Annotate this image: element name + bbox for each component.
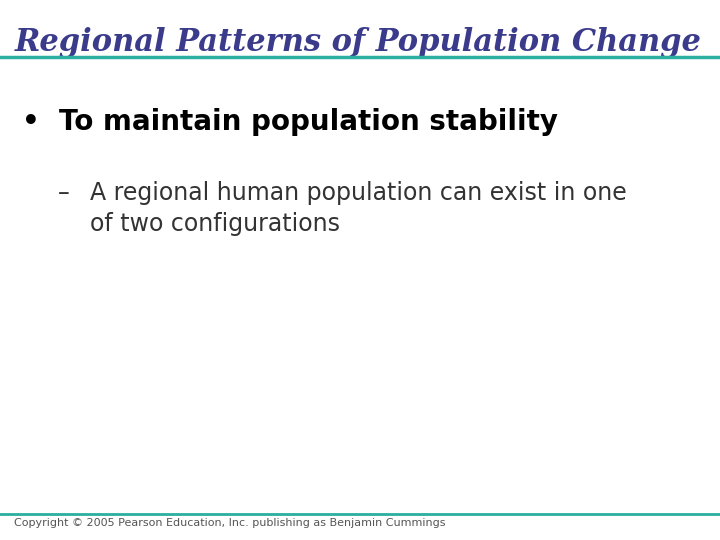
Text: A regional human population can exist in one
of two configurations: A regional human population can exist in… [90, 181, 626, 237]
Text: •  To maintain population stability: • To maintain population stability [22, 108, 557, 136]
Text: –: – [58, 181, 69, 205]
Text: Regional Patterns of Population Change: Regional Patterns of Population Change [14, 27, 701, 58]
Text: Copyright © 2005 Pearson Education, Inc. publishing as Benjamin Cummings: Copyright © 2005 Pearson Education, Inc.… [14, 518, 446, 529]
